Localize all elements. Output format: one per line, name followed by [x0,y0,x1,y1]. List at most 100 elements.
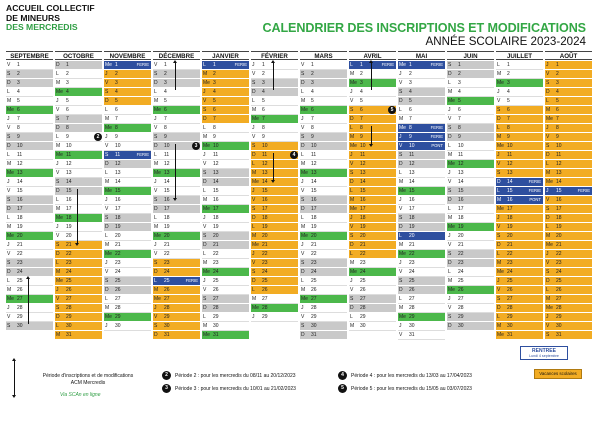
day-letter: D [7,80,11,86]
calendar-day: D 18 [251,214,298,223]
day-letter: S [350,296,354,302]
calendar-day: M 19 [153,223,200,232]
day-letter: S [7,197,11,203]
day-number: 8 [409,125,412,131]
day-letter: J [546,251,549,257]
day-letter: L [399,296,402,302]
calendar-day: M 21 [398,241,445,250]
calendar-day: M 13 [251,169,298,178]
day-letter: S [105,278,109,284]
day-number: 10 [66,143,72,149]
month-header: MARS [300,51,347,60]
calendar-day: S 10 [545,142,592,151]
day-letter: V [301,62,305,68]
day-number: 4 [115,89,118,95]
month-header: JANVIER [202,51,249,60]
day-letter: Me [56,89,63,95]
day-letter: J [252,188,255,194]
day-letter: Me [203,269,210,275]
day-letter: S [350,107,354,113]
day-letter: D [154,206,158,212]
day-number: 18 [458,215,464,221]
day-number: 19 [66,224,72,230]
day-letter: V [56,296,60,302]
day-letter: D [350,116,354,122]
day-letter: V [350,224,354,230]
day-letter: L [350,314,353,320]
calendar-day: D 19 [398,223,445,232]
day-number: 11 [311,152,317,158]
day-number: 30 [164,323,170,329]
day-number: 26 [164,287,170,293]
day-letter: Me [448,224,455,230]
day-letter: D [350,242,354,248]
day-letter: V [7,62,11,68]
day-number: 5 [360,98,363,104]
day-letter: L [56,197,59,203]
month-header: DÉCEMBRE [153,51,200,60]
day-letter: M [105,305,110,311]
day-number: 28 [360,305,366,311]
day-number: 24 [115,269,121,275]
day-number: 15 [556,188,562,194]
day-number: 23 [262,260,268,266]
day-number: 2 [311,71,314,77]
day-number: 10 [409,143,415,149]
calendar-day: L 18 [300,214,347,223]
day-letter: L [56,323,59,329]
day-letter: J [546,314,549,320]
calendar-day: D 23 [447,259,494,268]
calendar-day: J 26 [55,286,102,295]
day-number: 21 [164,242,170,248]
day-number: 12 [262,161,268,167]
day-letter: Me [56,152,63,158]
day-number: 9 [164,134,167,140]
day-number: 2 [262,71,265,77]
calendar-day: J 21 [153,241,200,250]
day-number: 19 [17,224,23,230]
calendar-day: L 22 [496,250,543,259]
day-letter: Me [448,287,455,293]
calendar-day: Me 3 [349,79,396,88]
day-number: 10 [262,143,268,149]
day-number: 25 [458,278,464,284]
day-number: 26 [360,287,366,293]
day-letter: J [203,278,206,284]
day-letter: M [56,143,61,149]
day-letter: L [301,215,304,221]
calendar-day: S 20 [349,232,396,241]
day-letter: M [154,98,159,104]
day-number: 11 [458,152,464,158]
legend-online-link[interactable]: Via SCAn en ligne [60,392,101,398]
day-number: 11 [164,152,170,158]
day-letter: M [448,152,453,158]
day-letter: J [56,161,59,167]
day-letter: M [350,71,355,77]
brand-line-3: DES MERCREDIS [6,22,78,32]
calendar-day: J 30 [398,322,445,331]
day-number: 28 [213,305,219,311]
calendar-day: S 28 [55,304,102,313]
day-letter: L [252,224,255,230]
day-number: 31 [556,332,562,338]
calendar-day: J 25 [349,277,396,286]
day-letter: D [399,161,403,167]
calendar-day: D 14 [349,178,396,187]
calendar-day: J 22 [545,250,592,259]
day-letter: D [105,287,109,293]
calendar-day: D 25 [545,277,592,286]
day-number: 25 [311,278,317,284]
day-number: 19 [213,224,219,230]
calendar-day: S 30 [6,322,53,331]
day-letter: Me [301,107,308,113]
day-number: 2 [17,71,20,77]
day-number: 8 [311,125,314,131]
calendar-day: L 12 [251,160,298,169]
day-letter: M [497,197,502,203]
day-number: 27 [164,296,170,302]
